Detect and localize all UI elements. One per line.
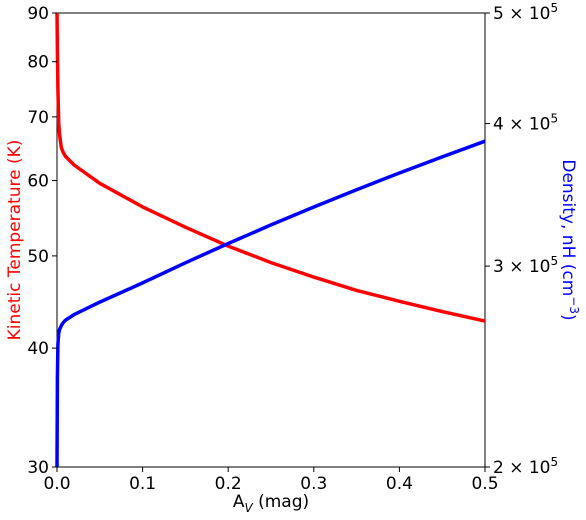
right-axis-ticks: 2 × 105 3 × 105 4 × 105 5 × 105 bbox=[485, 1, 558, 478]
left-tick-label: 40 bbox=[27, 339, 49, 359]
left-axis-ticks: 30 40 50 60 70 80 90 bbox=[27, 4, 57, 478]
right-tick-label: 3 × 105 bbox=[493, 254, 558, 277]
left-tick-label: 60 bbox=[27, 172, 49, 192]
left-tick-label: 90 bbox=[27, 4, 49, 24]
right-tick-label: 2 × 105 bbox=[493, 455, 558, 478]
right-tick-label: 5 × 105 bbox=[493, 1, 558, 24]
left-tick-label: 70 bbox=[27, 108, 49, 128]
left-tick-label: 30 bbox=[27, 458, 49, 478]
x-axis-ticks: 0.0 0.1 0.2 0.3 0.4 0.5 bbox=[43, 467, 499, 494]
density-series-line bbox=[55, 139, 486, 468]
right-axis-label-superscript: −3 bbox=[567, 296, 581, 314]
x-axis-label: AV (mag) bbox=[233, 492, 309, 515]
x-axis-label-subscript: V bbox=[244, 501, 253, 515]
plot-frame bbox=[56, 12, 486, 468]
left-axis-label: Kinetic Temperature (K) bbox=[5, 140, 25, 341]
right-axis-label-close: ) bbox=[558, 314, 578, 321]
left-tick-label: 80 bbox=[27, 53, 49, 73]
x-tick-label: 0.0 bbox=[43, 474, 70, 494]
left-tick-label: 50 bbox=[27, 247, 49, 267]
x-tick-label: 0.5 bbox=[471, 474, 498, 494]
right-axis-label: Density, nH (cm−3) bbox=[558, 159, 581, 320]
right-tick-label: 4 × 105 bbox=[493, 112, 558, 135]
temperature-series-line bbox=[55, 12, 486, 323]
x-axis-label-units: (mag) bbox=[253, 492, 309, 512]
series-layer bbox=[55, 12, 486, 468]
x-tick-label: 0.4 bbox=[386, 474, 413, 494]
x-tick-label: 0.3 bbox=[300, 474, 327, 494]
x-tick-label: 0.2 bbox=[215, 474, 242, 494]
x-tick-label: 0.1 bbox=[129, 474, 156, 494]
